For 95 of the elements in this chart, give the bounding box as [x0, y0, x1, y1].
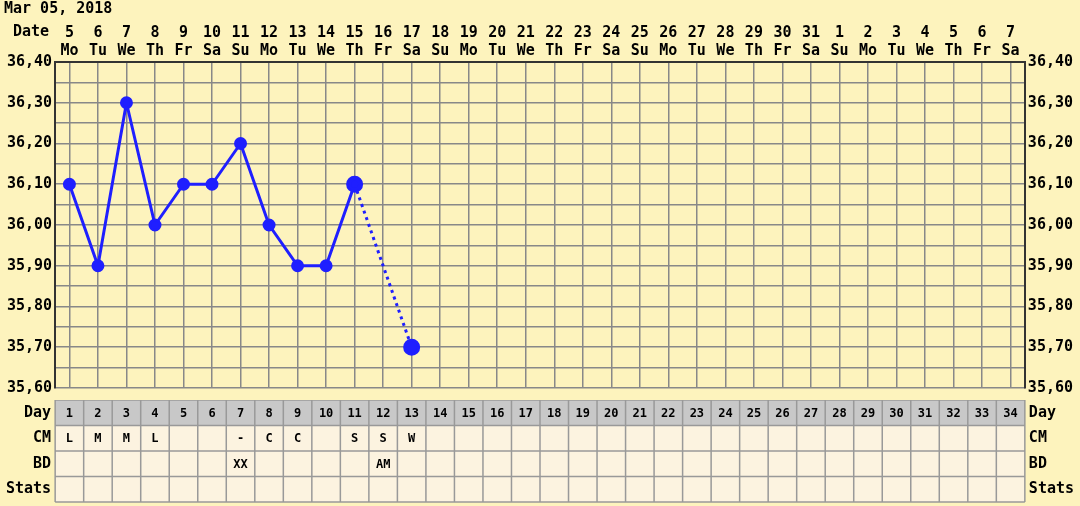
x-tick-label: 6 Tu [88, 22, 107, 59]
text: 17 [518, 405, 533, 420]
text: 10 [318, 405, 334, 420]
y-tick-label: 35,70 [7, 337, 53, 356]
x-tick-label: 23 Fr [573, 22, 592, 59]
text: 7 [236, 405, 245, 420]
text: M [122, 431, 131, 446]
text: XX [233, 456, 248, 471]
text: 2 [94, 405, 102, 420]
x-tick-label: 31 Sa [801, 22, 820, 59]
x-tick-label: 3 Tu [887, 22, 906, 59]
text: 27 [803, 405, 819, 420]
text: W [408, 431, 416, 446]
text: 16 [489, 405, 505, 420]
text: 5 [179, 405, 188, 420]
x-tick-label: 26 Mo [659, 22, 678, 59]
text: 14 [432, 405, 448, 420]
text: S [379, 431, 387, 446]
text: C [265, 431, 273, 446]
x-tick-label: 15 Th [345, 22, 364, 59]
text: 3 [122, 405, 131, 420]
text: 12 [375, 405, 391, 420]
x-tick-label: 7 Sa [1001, 22, 1020, 59]
x-tick-label: 1 Su [830, 22, 849, 59]
x-tick-label: 27 Tu [687, 22, 706, 59]
x-tick-label: 24 Sa [602, 22, 621, 59]
text: AM [375, 456, 391, 471]
y-tick-label: 35,90 [7, 255, 53, 274]
text: 18 [547, 405, 562, 420]
y-tick-label: 36,00 [7, 214, 53, 233]
text: 24 [718, 405, 733, 420]
text: 25 [746, 405, 762, 420]
x-tick-label: 13 Tu [288, 22, 307, 59]
text: 29 [860, 405, 876, 420]
text: 1 [65, 405, 74, 420]
text: 15 [461, 405, 476, 420]
text: 9 [293, 405, 302, 420]
text: S [351, 431, 359, 446]
y-tick-label: CM [1028, 428, 1047, 447]
text: 11 [347, 405, 362, 420]
text: 26 [775, 405, 790, 420]
y-tick-label: Stats [1028, 479, 1074, 498]
text: 28 [832, 405, 847, 420]
x-tick-label: 25 Su [630, 22, 649, 59]
x-tick-label: 5 Th [944, 22, 963, 59]
y-tick-label: 35,60 [7, 377, 53, 396]
x-tick-label: 4 We [915, 22, 935, 59]
x-tick-label: 28 We [716, 22, 735, 59]
x-tick-label: 5 Mo [60, 22, 79, 59]
x-tick-label: 9 Fr [174, 22, 193, 59]
text: - [236, 431, 245, 446]
x-tick-label: 11 Su [231, 22, 250, 59]
y-tick-label: 36,40 [7, 51, 53, 70]
text: L [151, 431, 159, 446]
text: 13 [404, 405, 419, 420]
x-tick-label: 19 Mo [459, 22, 478, 59]
x-tick-label: 17 Sa [402, 22, 421, 59]
text: 30 [889, 405, 904, 420]
y-tick-label: 36,10 [7, 174, 53, 193]
text: 34 [1003, 405, 1018, 420]
x-tick-label: 18 Su [431, 22, 450, 59]
text: 22 [661, 405, 676, 420]
x-tick-label: 10 Sa [202, 22, 222, 59]
text: L [65, 431, 74, 446]
y-tick-label: 36,30 [7, 92, 53, 111]
text: 23 [689, 405, 705, 420]
x-tick-label: 8 Th [145, 22, 165, 59]
x-tick-label: 14 We [317, 22, 336, 59]
text: 19 [575, 405, 591, 420]
text: 4 [151, 405, 159, 420]
x-tick-label: 2 Mo [858, 22, 878, 59]
text: 8 [265, 405, 273, 420]
x-tick-label: 7 We [117, 22, 136, 59]
text: 31 [917, 405, 933, 420]
x-tick-label: 30 Fr [773, 22, 792, 59]
y-tick-label: 36,20 [7, 133, 53, 152]
y-tick-label: Day [1028, 402, 1056, 421]
x-tick-label: 12 Mo [260, 22, 279, 59]
x-tick-label: 29 Th [744, 22, 763, 59]
text: M [94, 431, 102, 446]
x-axis-title: Date [13, 21, 50, 40]
x-tick-label: 6 Fr [973, 22, 992, 59]
x-tick-label: 21 We [516, 22, 535, 59]
x-tick-label: 22 Th [545, 22, 564, 59]
text: 20 [604, 405, 619, 420]
x-tick-label: 20 Tu [488, 22, 507, 59]
x-tick-label: 16 Fr [374, 22, 393, 59]
y-tick-label: BD [1028, 453, 1047, 472]
text: 6 [208, 405, 216, 420]
text: 32 [946, 405, 961, 420]
text: 33 [974, 405, 990, 420]
text: C [293, 431, 302, 446]
y-tick-label: 35,80 [7, 296, 53, 315]
chart-title: Mar 05, 2018 [4, 0, 113, 18]
text: 21 [632, 405, 648, 420]
